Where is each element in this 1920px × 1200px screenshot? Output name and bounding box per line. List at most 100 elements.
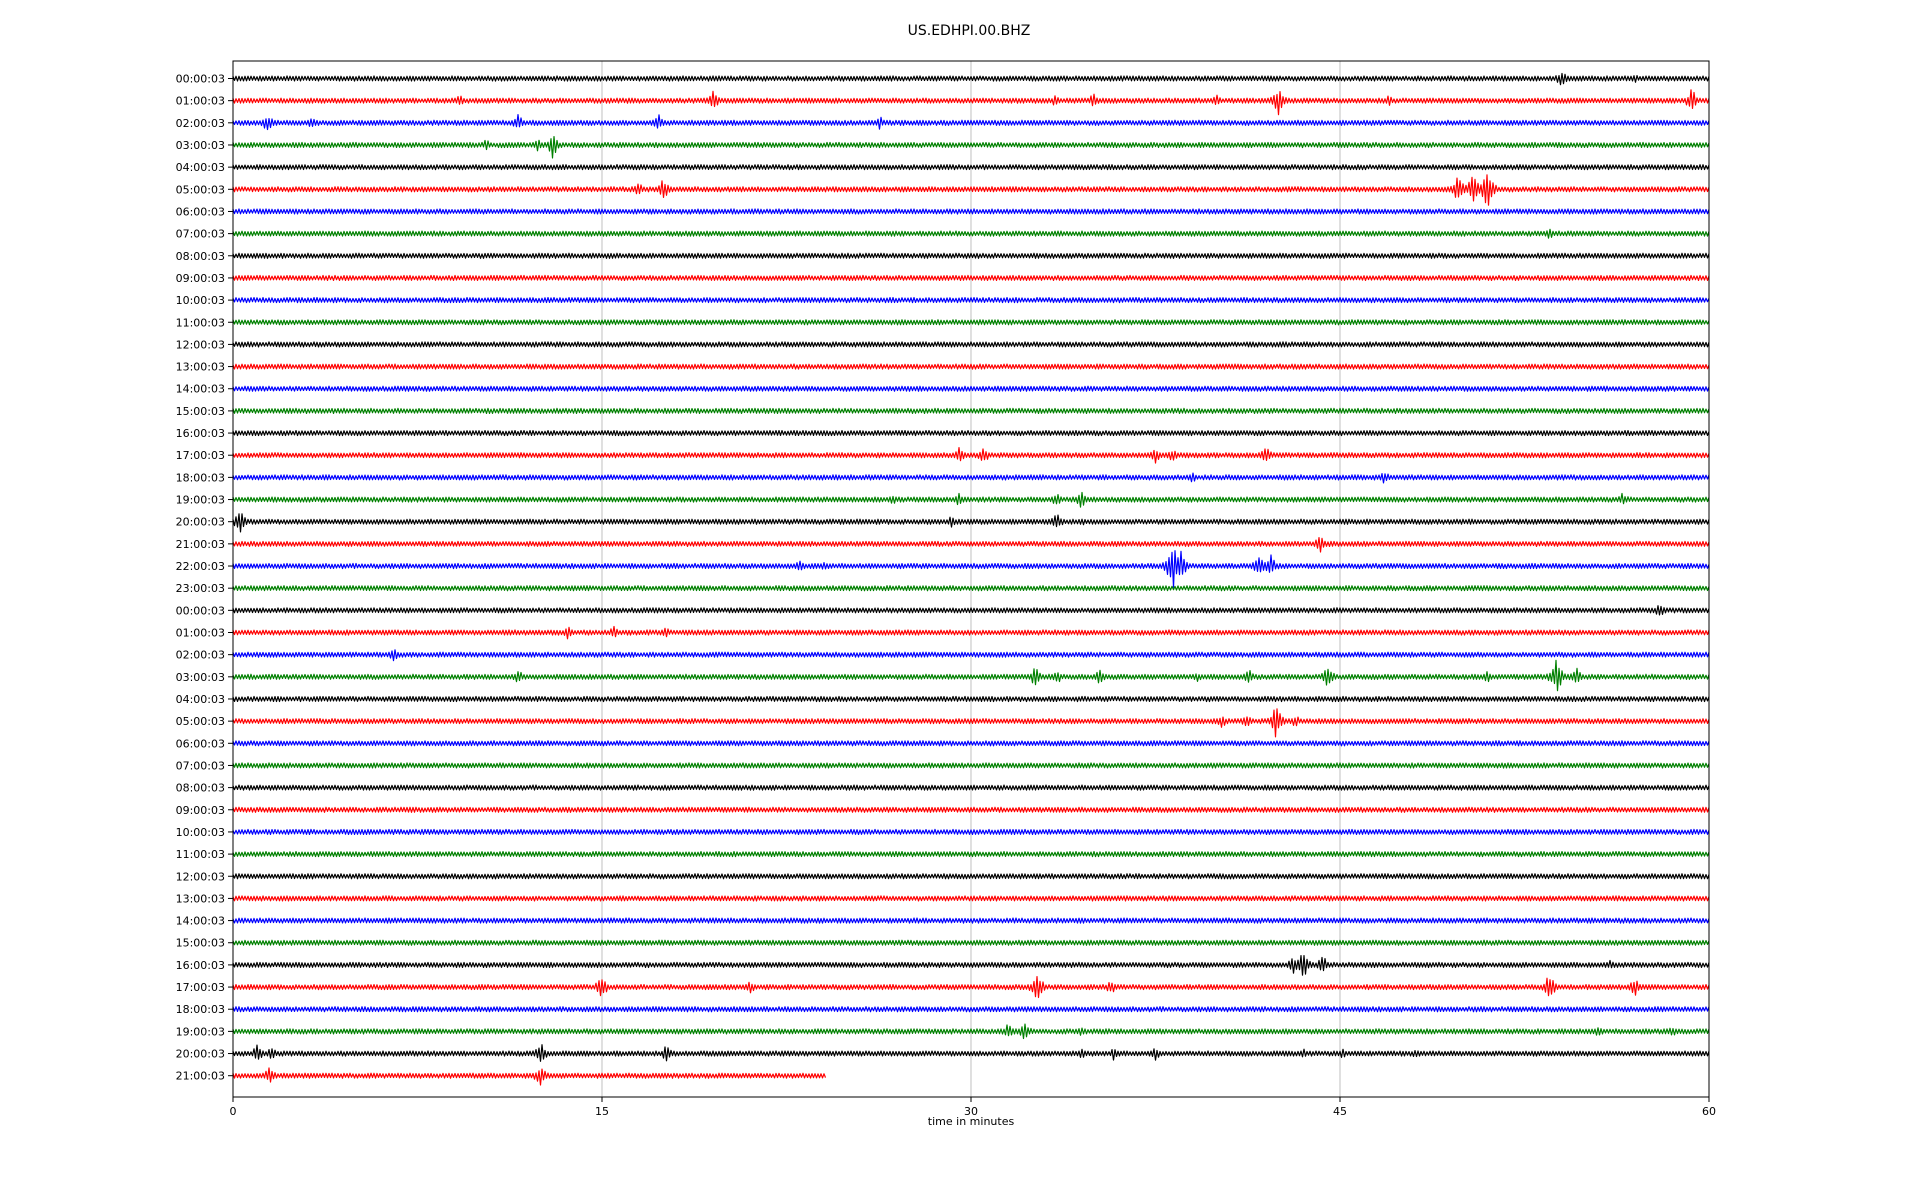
y-tick-label: 04:00:03	[176, 693, 225, 706]
y-tick-label: 07:00:03	[176, 228, 225, 241]
y-tick-label: 06:00:03	[176, 737, 225, 750]
y-tick-label: 12:00:03	[176, 338, 225, 351]
trace-line	[232, 430, 1710, 437]
x-tick-label: 60	[1702, 1105, 1716, 1118]
trace-line	[232, 114, 1710, 131]
y-tick-label: 12:00:03	[176, 870, 225, 883]
y-tick-label: 10:00:03	[176, 294, 225, 307]
y-tick-label: 14:00:03	[176, 383, 225, 396]
trace-line	[232, 72, 1710, 86]
trace-line	[232, 164, 1710, 171]
trace-line	[232, 1023, 1710, 1040]
seismogram-traces	[232, 72, 1710, 1086]
y-tick-label: 08:00:03	[176, 250, 225, 263]
y-tick-label: 11:00:03	[176, 316, 225, 329]
y-tick-label: 09:00:03	[176, 272, 225, 285]
y-tick-label: 03:00:03	[176, 671, 225, 684]
y-tick-label: 01:00:03	[176, 627, 225, 640]
trace-line	[232, 955, 1710, 976]
trace-line	[232, 228, 1710, 239]
y-tick-label: 15:00:03	[176, 405, 225, 418]
y-tick-label: 22:00:03	[176, 560, 225, 573]
trace-line	[232, 385, 1710, 392]
y-tick-label: 10:00:03	[176, 826, 225, 839]
trace-line	[232, 585, 1710, 592]
y-tick-label: 01:00:03	[176, 95, 225, 108]
x-axis-ticks: 0 15 30 45 60	[230, 1097, 1716, 1118]
trace-line	[232, 89, 1710, 116]
y-tick-label: 20:00:03	[176, 1048, 225, 1061]
trace-line	[232, 851, 1710, 858]
y-tick-label: 17:00:03	[176, 981, 225, 994]
x-axis-label: time in minutes	[928, 1115, 1015, 1128]
y-tick-label: 02:00:03	[176, 117, 225, 130]
y-tick-label: 19:00:03	[176, 494, 225, 507]
trace-line	[232, 976, 1710, 999]
trace-line	[232, 605, 1710, 616]
trace-line	[232, 319, 1710, 326]
y-tick-label: 05:00:03	[176, 183, 225, 196]
y-tick-label: 17:00:03	[176, 449, 225, 462]
trace-line	[232, 649, 1710, 662]
trace-line	[232, 491, 1710, 508]
y-tick-label: 05:00:03	[176, 715, 225, 728]
trace-line	[232, 659, 1710, 692]
trace-line	[232, 252, 1710, 259]
y-tick-label: 13:00:03	[176, 361, 225, 374]
trace-line	[232, 513, 1710, 533]
y-tick-label: 11:00:03	[176, 848, 225, 861]
trace-line	[232, 762, 1710, 769]
trace-line	[232, 939, 1710, 946]
y-tick-label: 06:00:03	[176, 205, 225, 218]
trace-line	[232, 1044, 1710, 1062]
trace-line	[232, 806, 1710, 813]
trace-line	[232, 1067, 827, 1086]
y-tick-label: 13:00:03	[176, 892, 225, 905]
trace-line	[232, 784, 1710, 791]
trace-line	[232, 625, 1710, 640]
y-tick-label: 09:00:03	[176, 804, 225, 817]
y-tick-label: 02:00:03	[176, 649, 225, 662]
y-tick-labels: 00:00:03 01:00:03 02:00:03 03:00:03 04:00:03…	[176, 73, 233, 1083]
trace-line	[232, 136, 1710, 159]
trace-line	[232, 447, 1710, 464]
y-tick-label: 16:00:03	[176, 427, 225, 440]
plot-frame	[232, 60, 1710, 1098]
y-tick-label: 23:00:03	[176, 582, 225, 595]
trace-line	[232, 274, 1710, 281]
y-tick-label: 18:00:03	[176, 1003, 225, 1016]
trace-line	[232, 363, 1710, 370]
trace-line	[232, 550, 1710, 589]
chart-title: US.EDHPI.00.BHZ	[908, 23, 1031, 39]
x-tick-label: 0	[230, 1105, 237, 1118]
trace-line	[232, 472, 1710, 484]
y-tick-label: 21:00:03	[176, 1070, 225, 1083]
trace-line	[232, 407, 1710, 414]
y-tick-label: 16:00:03	[176, 959, 225, 972]
y-tick-label: 20:00:03	[176, 516, 225, 529]
trace-line	[232, 828, 1710, 835]
trace-line	[232, 708, 1710, 738]
trace-line	[232, 895, 1710, 902]
trace-line	[232, 297, 1710, 304]
y-tick-label: 00:00:03	[176, 604, 225, 617]
trace-line	[232, 695, 1710, 703]
y-tick-label: 07:00:03	[176, 759, 225, 772]
trace-line	[232, 537, 1710, 553]
y-tick-label: 08:00:03	[176, 782, 225, 795]
trace-line	[232, 1006, 1710, 1013]
trace-line	[232, 873, 1710, 880]
y-tick-label: 00:00:03	[176, 73, 225, 86]
y-tick-label: 14:00:03	[176, 915, 225, 928]
x-tick-label: 30	[964, 1105, 978, 1118]
trace-line	[232, 917, 1710, 924]
y-tick-label: 19:00:03	[176, 1025, 225, 1038]
x-tick-label: 45	[1333, 1105, 1347, 1118]
trace-line	[232, 341, 1710, 348]
y-tick-label: 18:00:03	[176, 471, 225, 484]
y-tick-label: 03:00:03	[176, 139, 225, 152]
x-tick-label: 15	[595, 1105, 609, 1118]
trace-line	[232, 208, 1710, 215]
trace-line	[232, 174, 1710, 206]
